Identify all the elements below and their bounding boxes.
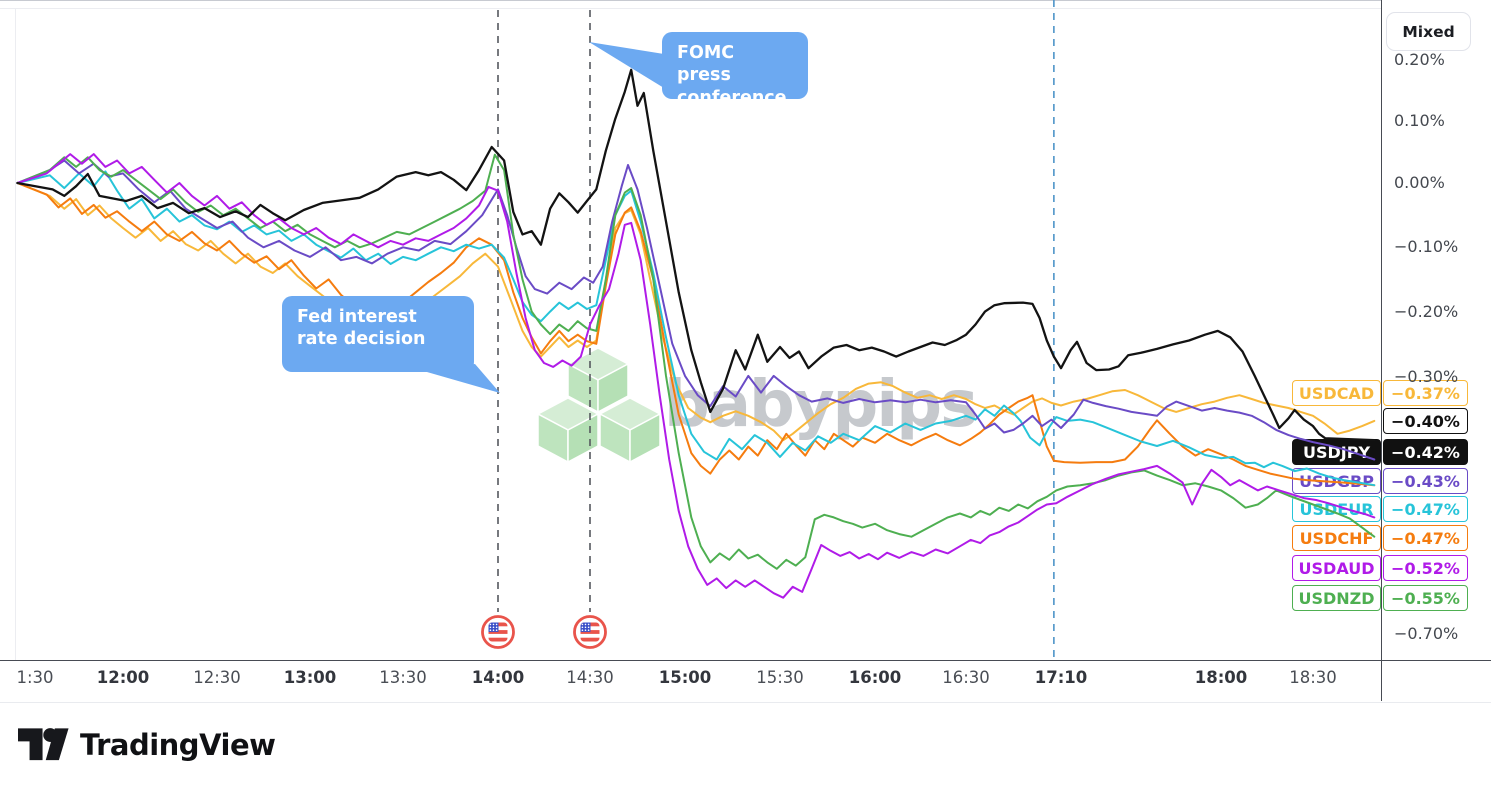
series-line-usdchf[interactable] <box>16 182 1376 487</box>
x-axis-label: 17:10 <box>1034 668 1088 687</box>
series-line-usdjpy[interactable] <box>16 68 1376 442</box>
time-axis-line <box>0 660 1491 661</box>
x-axis-label: 12:00 <box>96 668 150 687</box>
x-axis-label: 12:30 <box>193 668 241 687</box>
symbol-label-usdcad: USDCAD <box>1292 380 1381 406</box>
us-flag-icon[interactable] <box>481 615 515 649</box>
series-line-usdgbp[interactable] <box>16 159 1376 461</box>
x-axis-label: 15:30 <box>756 668 804 687</box>
x-axis-label: 1:30 <box>16 668 54 687</box>
us-flag-icon[interactable] <box>573 615 607 649</box>
x-axis-label: 15:00 <box>658 668 712 687</box>
symbol-label-usdnzd: USDNZD <box>1292 585 1381 611</box>
y-axis-label: −0.20% <box>1394 302 1459 321</box>
price-value-label-usdnzd: −0.55% <box>1383 585 1468 611</box>
y-axis-label: −0.30% <box>1394 367 1459 386</box>
y-axis-label: −0.70% <box>1394 624 1459 643</box>
x-axis-label: 14:30 <box>566 668 614 687</box>
y-axis-label: −0.10% <box>1394 237 1459 256</box>
babypips-watermark: babypips <box>664 368 978 442</box>
symbol-label-usdchf: USDCHF <box>1292 525 1381 551</box>
x-axis-label: 18:00 <box>1194 668 1248 687</box>
price-value-label-usdgbp: −0.43% <box>1383 468 1468 494</box>
x-axis-label: 18:30 <box>1289 668 1337 687</box>
series-line-usdaud[interactable] <box>16 153 1376 599</box>
x-axis-label: 14:00 <box>471 668 525 687</box>
price-value-label-usdeur: −0.47% <box>1383 496 1468 522</box>
pane-top-border <box>0 8 1381 9</box>
price-value-label: −0.40% <box>1383 408 1468 434</box>
x-axis-label: 16:30 <box>942 668 990 687</box>
symbol-label-usdaud: USDAUD <box>1292 555 1381 581</box>
symbol-label-usdeur: USDEUR <box>1292 496 1381 522</box>
x-axis-label: 13:00 <box>283 668 337 687</box>
series-line-usdeur[interactable] <box>16 170 1376 487</box>
tradingview-logo[interactable]: TradingView <box>18 724 276 766</box>
y-axis-label: 0.20% <box>1394 50 1445 69</box>
price-value-label-usdcad: −0.37% <box>1383 380 1468 406</box>
fed-decision-callout[interactable]: Fed interest rate decision <box>282 296 474 372</box>
scale-mode-chip[interactable]: Mixed <box>1386 12 1471 51</box>
x-axis-label: 16:00 <box>848 668 902 687</box>
pane-left-border <box>15 8 16 660</box>
price-value-label-usdaud: −0.52% <box>1383 555 1468 581</box>
tradingview-logo-text: TradingView <box>80 728 276 762</box>
price-value-label-usdjpy: −0.42% <box>1383 439 1468 465</box>
zero-gridline <box>0 0 1381 1</box>
tradingview-mark-icon <box>18 728 69 761</box>
y-axis-label: 0.10% <box>1394 111 1445 130</box>
price-value-label-usdchf: −0.47% <box>1383 525 1468 551</box>
x-axis-label: 13:30 <box>379 668 427 687</box>
price-scale-axis-line <box>1381 0 1382 701</box>
y-axis-label: 0.00% <box>1394 173 1445 192</box>
pane-separator <box>0 702 1491 703</box>
fomc-callout[interactable]: FOMC press conference <box>662 32 808 108</box>
series-line-usdcad[interactable] <box>16 182 1376 442</box>
